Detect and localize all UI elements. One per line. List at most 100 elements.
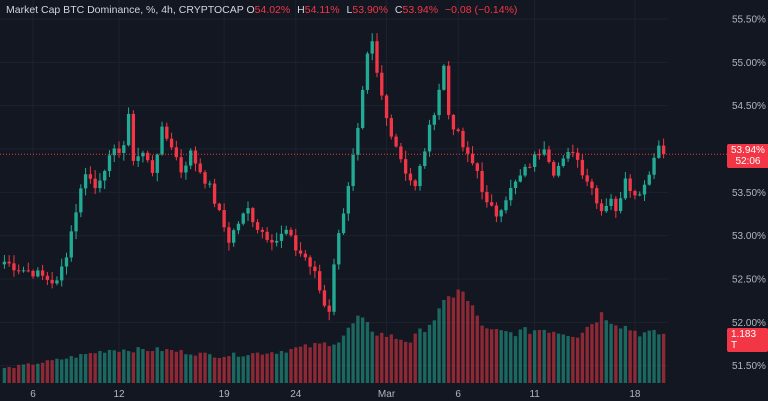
candle-34[interactable] xyxy=(165,122,169,142)
candle-105[interactable] xyxy=(504,196,508,214)
candle-134[interactable] xyxy=(642,180,647,201)
candle-103[interactable] xyxy=(494,202,499,223)
candle-27[interactable] xyxy=(131,110,136,166)
candle-69[interactable] xyxy=(332,258,336,316)
candle-126[interactable] xyxy=(604,198,608,213)
candle-58[interactable] xyxy=(279,225,284,249)
candle-25[interactable] xyxy=(122,140,126,161)
candle-119[interactable] xyxy=(571,144,575,158)
candle-50[interactable] xyxy=(241,212,245,226)
candle-3[interactable] xyxy=(17,264,21,275)
candle-93[interactable] xyxy=(446,61,451,120)
candle-33[interactable] xyxy=(160,121,164,156)
candle-0[interactable] xyxy=(2,255,7,269)
candle-80[interactable] xyxy=(384,94,389,126)
candle-37[interactable] xyxy=(179,149,183,178)
candle-64[interactable] xyxy=(308,255,312,275)
candle-75[interactable] xyxy=(360,86,365,130)
candle-26[interactable] xyxy=(126,107,131,147)
candlesticks[interactable] xyxy=(2,33,666,321)
candle-88[interactable] xyxy=(423,148,427,169)
candle-14[interactable] xyxy=(69,225,73,262)
candle-111[interactable] xyxy=(532,151,537,172)
candle-72[interactable] xyxy=(346,182,351,221)
candle-108[interactable] xyxy=(518,169,522,183)
candle-135[interactable] xyxy=(647,171,651,186)
candle-41[interactable] xyxy=(198,158,202,174)
candle-99[interactable] xyxy=(475,162,479,179)
candle-106[interactable] xyxy=(509,179,513,206)
candle-32[interactable] xyxy=(155,153,159,182)
candle-20[interactable] xyxy=(98,173,102,193)
candle-110[interactable] xyxy=(528,163,532,169)
candle-136[interactable] xyxy=(652,153,656,180)
candle-13[interactable] xyxy=(64,252,69,275)
candle-17[interactable] xyxy=(83,167,88,196)
candle-54[interactable] xyxy=(260,227,265,239)
candle-48[interactable] xyxy=(232,228,236,247)
candle-12[interactable] xyxy=(60,258,64,287)
candle-29[interactable] xyxy=(141,150,145,163)
candle-36[interactable] xyxy=(174,140,179,161)
candle-24[interactable] xyxy=(117,141,121,158)
candle-98[interactable] xyxy=(470,146,475,166)
candle-129[interactable] xyxy=(618,192,623,214)
time-axis[interactable]: 6 12 19 24 Mar 6 11 18 xyxy=(30,389,641,400)
candle-52[interactable] xyxy=(251,206,255,228)
candle-70[interactable] xyxy=(337,229,341,270)
candle-10[interactable] xyxy=(50,271,54,289)
candle-120[interactable] xyxy=(575,147,580,168)
candle-46[interactable] xyxy=(222,203,226,232)
candle-91[interactable] xyxy=(437,83,441,120)
candle-101[interactable] xyxy=(485,185,489,208)
candle-2[interactable] xyxy=(12,255,16,277)
candle-77[interactable] xyxy=(370,33,374,61)
candle-95[interactable] xyxy=(456,127,460,133)
candle-18[interactable] xyxy=(88,166,93,184)
candle-59[interactable] xyxy=(284,225,288,236)
candle-60[interactable] xyxy=(289,227,293,238)
candle-42[interactable] xyxy=(203,170,207,189)
candle-94[interactable] xyxy=(451,114,456,136)
candle-138[interactable] xyxy=(661,138,666,159)
candle-113[interactable] xyxy=(542,141,546,157)
candle-22[interactable] xyxy=(107,150,112,177)
candle-49[interactable] xyxy=(236,221,241,235)
candle-133[interactable] xyxy=(638,191,642,197)
candle-62[interactable] xyxy=(298,242,303,257)
candle-6[interactable] xyxy=(31,269,35,279)
candle-96[interactable] xyxy=(461,127,465,152)
candle-89[interactable] xyxy=(427,119,432,157)
candle-100[interactable] xyxy=(480,162,484,200)
candle-81[interactable] xyxy=(389,114,393,140)
candle-83[interactable] xyxy=(399,142,403,163)
candle-90[interactable] xyxy=(432,112,436,131)
candle-79[interactable] xyxy=(380,65,384,100)
candle-137[interactable] xyxy=(657,140,661,159)
candle-78[interactable] xyxy=(375,33,379,78)
candle-16[interactable] xyxy=(79,184,83,218)
candle-102[interactable] xyxy=(489,194,494,207)
candle-132[interactable] xyxy=(633,189,637,200)
candle-116[interactable] xyxy=(556,162,561,178)
candle-68[interactable] xyxy=(327,299,331,321)
candle-35[interactable] xyxy=(169,132,174,151)
candle-87[interactable] xyxy=(418,163,422,191)
candle-115[interactable] xyxy=(552,160,556,178)
candle-67[interactable] xyxy=(322,284,327,308)
candle-38[interactable] xyxy=(184,161,188,180)
candle-112[interactable] xyxy=(537,149,542,160)
candle-71[interactable] xyxy=(341,208,346,235)
candle-43[interactable] xyxy=(208,180,212,188)
candle-73[interactable] xyxy=(351,148,355,192)
candle-7[interactable] xyxy=(36,267,40,278)
candle-23[interactable] xyxy=(112,144,116,162)
candle-53[interactable] xyxy=(255,219,260,234)
candle-44[interactable] xyxy=(212,178,217,208)
candle-128[interactable] xyxy=(614,196,618,218)
candle-11[interactable] xyxy=(55,276,59,286)
candle-121[interactable] xyxy=(580,153,585,179)
symbol-title[interactable]: Market Cap BTC Dominance, %, 4h, CRYPTOC… xyxy=(6,4,244,16)
candle-9[interactable] xyxy=(45,271,50,286)
